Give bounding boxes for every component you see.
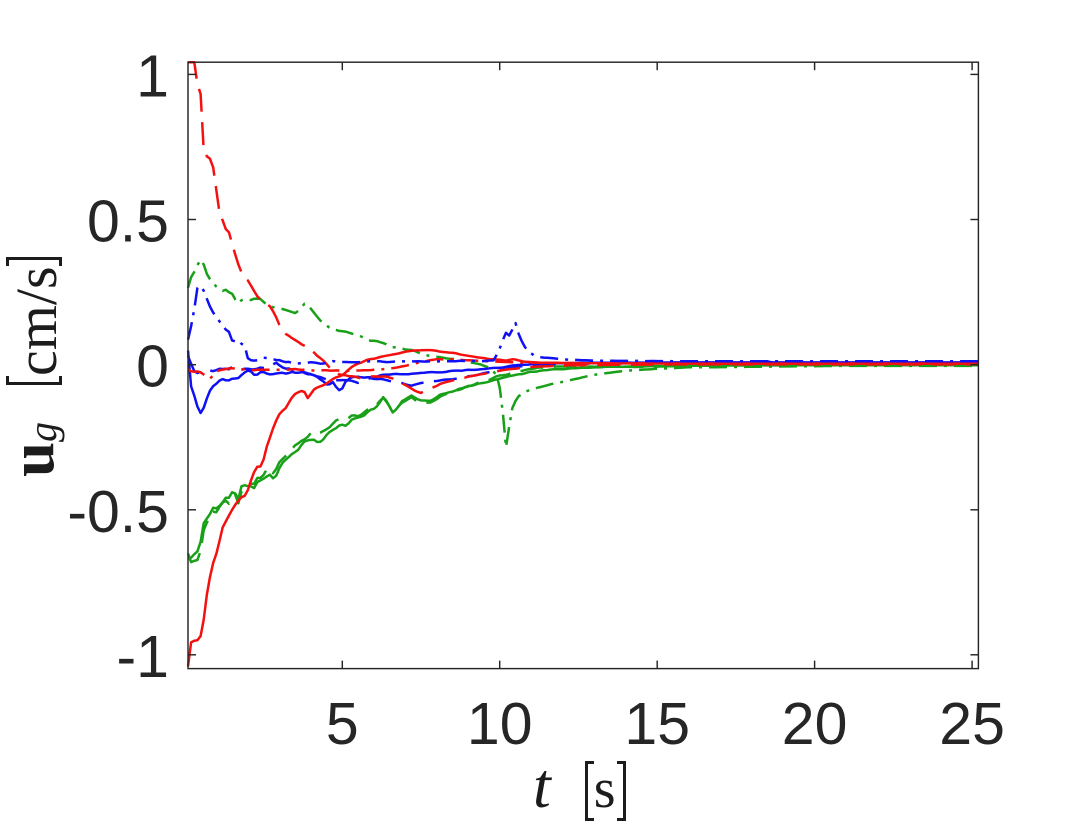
svg-text:10: 10: [467, 691, 533, 757]
svg-text:-1: -1: [117, 624, 169, 690]
svg-text:15: 15: [624, 691, 690, 757]
svg-text:25: 25: [939, 691, 1005, 757]
svg-text:0: 0: [136, 334, 169, 400]
svg-text:1: 1: [136, 43, 169, 109]
svg-text:-0.5: -0.5: [67, 479, 169, 545]
svg-text:0.5: 0.5: [87, 189, 169, 255]
svg-text:20: 20: [782, 691, 848, 757]
svg-text:5: 5: [326, 691, 359, 757]
